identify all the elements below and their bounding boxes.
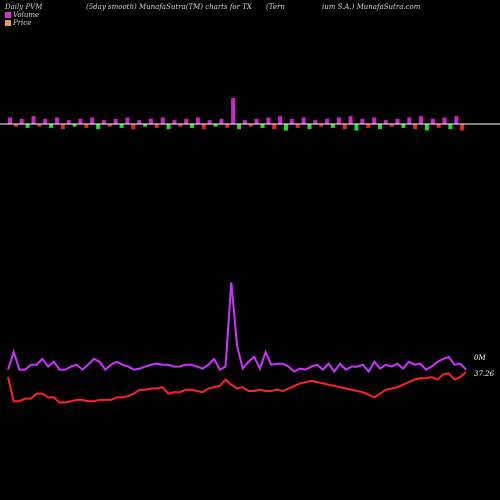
- volume-bar: [195, 117, 200, 124]
- volume-bar: [113, 118, 118, 124]
- volume-bar: [307, 124, 312, 130]
- volume-bar: [31, 116, 36, 124]
- volume-bars: [8, 98, 465, 131]
- volume-bar: [148, 118, 153, 124]
- header-right-a: (Tern: [266, 3, 285, 11]
- volume-bar: [219, 118, 224, 124]
- volume-bar: [213, 124, 218, 127]
- volume-bar: [395, 118, 400, 124]
- volume-bar: [319, 124, 324, 127]
- volume-bar: [442, 117, 447, 124]
- volume-bar: [160, 117, 165, 124]
- volume-bar: [295, 124, 300, 128]
- volume-bar: [284, 124, 288, 131]
- volume-bar: [90, 117, 95, 124]
- volume-bar: [172, 120, 177, 124]
- volume-bar: [289, 118, 294, 124]
- header-left: Daily PVM: [5, 3, 43, 11]
- volume-bar: [96, 124, 101, 130]
- volume-bar: [66, 120, 71, 124]
- volume-bar: [84, 124, 89, 128]
- volume-bar: [383, 120, 388, 124]
- volume-bar: [278, 116, 283, 124]
- volume-bar: [119, 124, 124, 128]
- volume-bar: [8, 117, 12, 124]
- series-line-volume: [7, 282, 467, 374]
- volume-bar: [354, 124, 359, 131]
- header-right-b: ium S.A.) MunafaSutra.com: [322, 3, 421, 11]
- volume-bar: [460, 124, 465, 131]
- volume-bar: [107, 124, 112, 127]
- volume-bar: [436, 124, 441, 128]
- volume-bar: [201, 124, 206, 130]
- volume-bar: [424, 124, 429, 131]
- volume-bar: [225, 124, 230, 128]
- volume-bar: [101, 120, 106, 124]
- volume-bar: [336, 117, 341, 124]
- legend-volume-label: Volume: [13, 11, 40, 19]
- volume-bar: [190, 124, 194, 128]
- end-label-volume: 0M: [474, 354, 486, 362]
- legend-price-label: Price: [13, 19, 32, 27]
- volume-bar: [125, 117, 130, 124]
- volume-bar: [348, 116, 353, 124]
- volume-bar: [55, 117, 59, 124]
- volume-bar: [143, 124, 148, 127]
- volume-bar: [389, 124, 394, 127]
- volume-bar: [372, 117, 377, 124]
- volume-bar: [154, 124, 159, 128]
- volume-bar: [448, 124, 453, 130]
- volume-bar: [237, 124, 241, 130]
- volume-bar: [231, 98, 236, 124]
- volume-bar: [377, 124, 382, 130]
- volume-bar: [325, 118, 330, 124]
- volume-bar: [166, 124, 171, 130]
- volume-bar: [131, 124, 136, 130]
- end-label-price: 37.26: [474, 370, 495, 378]
- volume-bar: [60, 124, 65, 130]
- volume-bar: [301, 117, 306, 124]
- legend-volume-swatch: [5, 12, 11, 18]
- volume-bar: [207, 120, 212, 124]
- legend-price-swatch: [5, 20, 11, 26]
- volume-bar: [78, 118, 83, 124]
- volume-bar: [366, 124, 371, 128]
- volume-bar: [254, 118, 259, 124]
- volume-bar: [184, 118, 189, 124]
- volume-bar: [272, 124, 277, 130]
- series-line-price: [7, 371, 467, 404]
- volume-bar: [37, 124, 42, 127]
- volume-bar: [342, 124, 347, 130]
- volume-bar: [419, 116, 423, 124]
- volume-bar: [266, 117, 271, 124]
- volume-bar: [248, 124, 253, 127]
- legend-volume: Volume: [5, 11, 39, 19]
- volume-bar: [401, 124, 406, 128]
- volume-bar: [137, 120, 142, 124]
- volume-bar: [72, 124, 77, 127]
- volume-bar: [413, 124, 418, 130]
- volume-bar: [313, 120, 318, 124]
- volume-bar: [454, 116, 459, 124]
- volume-bar: [19, 118, 24, 124]
- legend-price: Price: [5, 19, 31, 27]
- volume-bar: [330, 124, 335, 128]
- volume-bar: [407, 117, 412, 124]
- volume-bar: [178, 124, 183, 127]
- volume-bar: [260, 124, 265, 128]
- volume-bar: [430, 118, 435, 124]
- volume-bar: [25, 124, 30, 128]
- header-center: (5day smooth) MunafaSutra(TM) charts for…: [86, 3, 252, 11]
- volume-bar: [49, 124, 54, 128]
- volume-bar: [43, 118, 48, 124]
- volume-bar: [242, 120, 247, 124]
- volume-bar: [13, 124, 18, 127]
- volume-bar: [360, 118, 365, 124]
